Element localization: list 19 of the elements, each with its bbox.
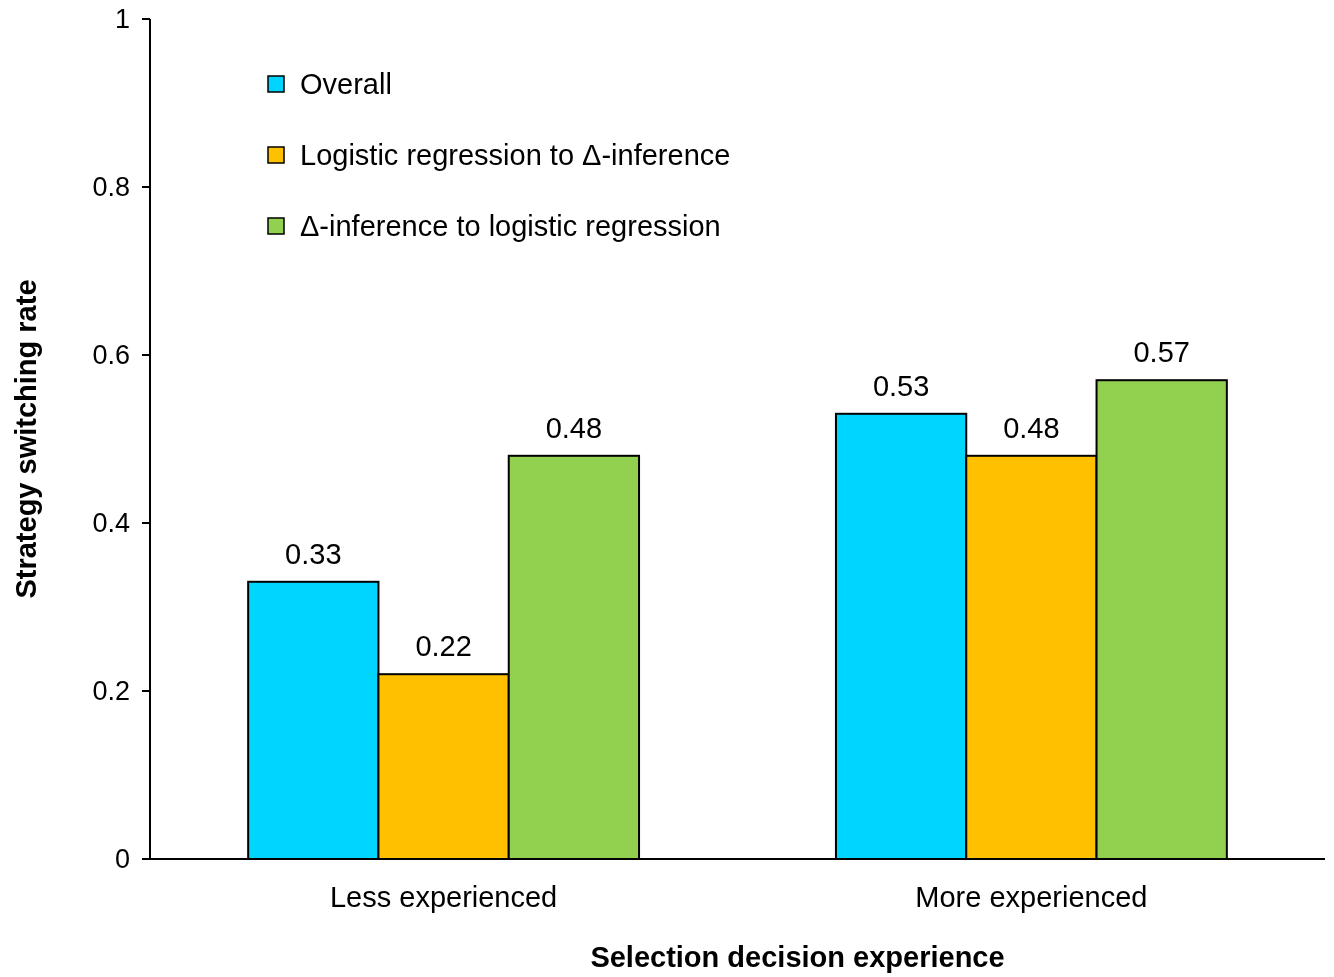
y-tick-label: 0.2 bbox=[92, 676, 130, 707]
y-tick-label: 1 bbox=[114, 4, 130, 35]
data-label: 0.33 bbox=[285, 537, 342, 570]
y-tick-label: 0.4 bbox=[92, 508, 130, 539]
data-label: 0.48 bbox=[1003, 411, 1060, 444]
data-label: 0.48 bbox=[545, 411, 603, 444]
y-tick-label: 0.6 bbox=[92, 340, 130, 371]
legend-label: Δ-inference to logistic regression bbox=[300, 210, 721, 243]
data-label: 0.53 bbox=[872, 369, 930, 402]
y-axis-title: Strategy switching rate bbox=[10, 279, 42, 599]
legend-label: Overall bbox=[300, 68, 392, 101]
x-tick-label: Less experienced bbox=[329, 881, 558, 913]
y-tick-label: 0.8 bbox=[92, 172, 130, 203]
y-tick-label: 0 bbox=[114, 844, 130, 875]
legend-label: Logistic regression to Δ-inference bbox=[300, 139, 731, 172]
data-label: 0.22 bbox=[415, 630, 472, 663]
x-tick-label: More experienced bbox=[915, 881, 1148, 913]
data-label: 0.57 bbox=[1133, 336, 1190, 369]
x-axis-title: Selection decision experience bbox=[590, 941, 1005, 973]
